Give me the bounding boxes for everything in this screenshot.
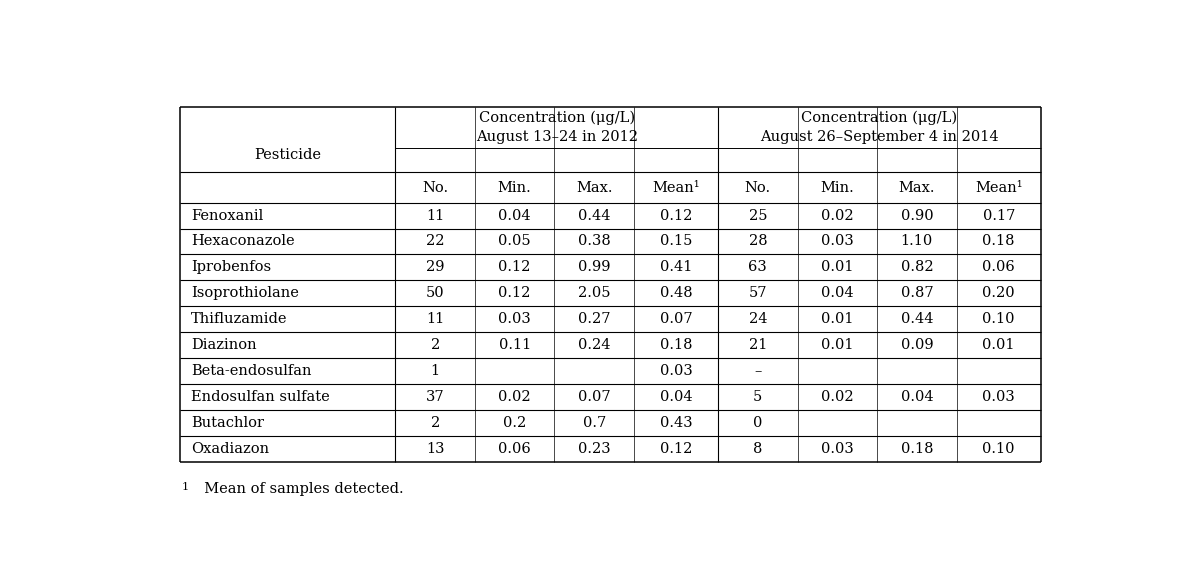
Text: Beta-endosulfan: Beta-endosulfan [191, 364, 312, 378]
Text: 0.20: 0.20 [982, 286, 1016, 300]
Text: 0.04: 0.04 [901, 390, 933, 404]
Text: 0.01: 0.01 [821, 338, 853, 352]
Text: 0.90: 0.90 [901, 209, 933, 222]
Text: 1: 1 [182, 482, 190, 491]
Text: 0.18: 0.18 [660, 338, 692, 352]
Text: Hexaconazole: Hexaconazole [191, 234, 295, 248]
Text: Concentration (μg/L)
August 13–24 in 2012: Concentration (μg/L) August 13–24 in 201… [475, 111, 638, 143]
Text: 0.03: 0.03 [821, 442, 853, 456]
Text: 0.02: 0.02 [821, 209, 853, 222]
Text: 11: 11 [427, 312, 444, 326]
Text: Max.: Max. [576, 180, 613, 195]
Text: 0.15: 0.15 [660, 234, 692, 248]
Text: 0.07: 0.07 [660, 312, 692, 326]
Text: 0: 0 [754, 416, 762, 430]
Text: 25: 25 [749, 209, 767, 222]
Text: Diazinon: Diazinon [191, 338, 257, 352]
Text: 0.07: 0.07 [578, 390, 610, 404]
Text: 0.23: 0.23 [578, 442, 610, 456]
Text: 0.18: 0.18 [901, 442, 933, 456]
Text: 63: 63 [749, 260, 767, 274]
Text: Pesticide: Pesticide [255, 147, 321, 162]
Text: 29: 29 [425, 260, 444, 274]
Text: Concentration (μg/L)
August 26–September 4 in 2014: Concentration (μg/L) August 26–September… [760, 111, 999, 143]
Text: 57: 57 [749, 286, 767, 300]
Text: 0.12: 0.12 [499, 260, 531, 274]
Text: 0.43: 0.43 [660, 416, 692, 430]
Text: Max.: Max. [898, 180, 935, 195]
Text: 0.11: 0.11 [499, 338, 531, 352]
Text: 2: 2 [430, 338, 440, 352]
Text: No.: No. [745, 180, 771, 195]
Text: 0.04: 0.04 [660, 390, 692, 404]
Text: 37: 37 [425, 390, 444, 404]
Text: 1.10: 1.10 [901, 234, 933, 248]
Text: 5: 5 [754, 390, 762, 404]
Text: 50: 50 [425, 286, 444, 300]
Text: 0.02: 0.02 [821, 390, 853, 404]
Text: 0.7: 0.7 [583, 416, 606, 430]
Text: 28: 28 [749, 234, 767, 248]
Text: 0.02: 0.02 [499, 390, 531, 404]
Text: Mean¹: Mean¹ [652, 180, 700, 195]
Text: 0.18: 0.18 [982, 234, 1014, 248]
Text: 0.03: 0.03 [660, 364, 692, 378]
Text: 0.01: 0.01 [821, 312, 853, 326]
Text: Oxadiazon: Oxadiazon [191, 442, 269, 456]
Text: 2: 2 [430, 416, 440, 430]
Text: Isoprothiolane: Isoprothiolane [191, 286, 299, 300]
Text: 0.12: 0.12 [660, 209, 692, 222]
Text: 0.03: 0.03 [982, 390, 1016, 404]
Text: 0.24: 0.24 [578, 338, 610, 352]
Text: 0.17: 0.17 [982, 209, 1014, 222]
Text: Mean¹: Mean¹ [975, 180, 1023, 195]
Text: 0.03: 0.03 [498, 312, 531, 326]
Text: 0.04: 0.04 [499, 209, 531, 222]
Text: 0.03: 0.03 [821, 234, 853, 248]
Text: 0.82: 0.82 [901, 260, 933, 274]
Text: 11: 11 [427, 209, 444, 222]
Text: 0.01: 0.01 [982, 338, 1014, 352]
Text: 13: 13 [425, 442, 444, 456]
Text: Iprobenfos: Iprobenfos [191, 260, 271, 274]
Text: 0.12: 0.12 [499, 286, 531, 300]
Text: 0.10: 0.10 [982, 442, 1014, 456]
Text: 0.01: 0.01 [821, 260, 853, 274]
Text: 0.87: 0.87 [901, 286, 933, 300]
Text: Fenoxanil: Fenoxanil [191, 209, 263, 222]
Text: Butachlor: Butachlor [191, 416, 264, 430]
Text: 0.44: 0.44 [578, 209, 610, 222]
Text: Min.: Min. [820, 180, 854, 195]
Text: 0.09: 0.09 [901, 338, 933, 352]
Text: 1: 1 [430, 364, 440, 378]
Text: Thifluzamide: Thifluzamide [191, 312, 288, 326]
Text: –: – [754, 364, 762, 378]
Text: 24: 24 [749, 312, 767, 326]
Text: 21: 21 [749, 338, 767, 352]
Text: 0.10: 0.10 [982, 312, 1014, 326]
Text: 0.12: 0.12 [660, 442, 692, 456]
Text: 0.41: 0.41 [660, 260, 692, 274]
Text: 0.06: 0.06 [982, 260, 1016, 274]
Text: 0.06: 0.06 [498, 442, 531, 456]
Text: No.: No. [422, 180, 448, 195]
Text: 2.05: 2.05 [578, 286, 610, 300]
Text: 0.48: 0.48 [660, 286, 692, 300]
Text: Mean of samples detected.: Mean of samples detected. [196, 482, 404, 495]
Text: 8: 8 [754, 442, 762, 456]
Text: 0.27: 0.27 [578, 312, 610, 326]
Text: Endosulfan sulfate: Endosulfan sulfate [191, 390, 331, 404]
Text: 0.44: 0.44 [901, 312, 933, 326]
Text: 0.2: 0.2 [502, 416, 526, 430]
Text: 0.05: 0.05 [499, 234, 531, 248]
Text: 22: 22 [425, 234, 444, 248]
Text: 0.38: 0.38 [578, 234, 610, 248]
Text: Min.: Min. [498, 180, 532, 195]
Text: 0.04: 0.04 [821, 286, 853, 300]
Text: 0.99: 0.99 [578, 260, 610, 274]
